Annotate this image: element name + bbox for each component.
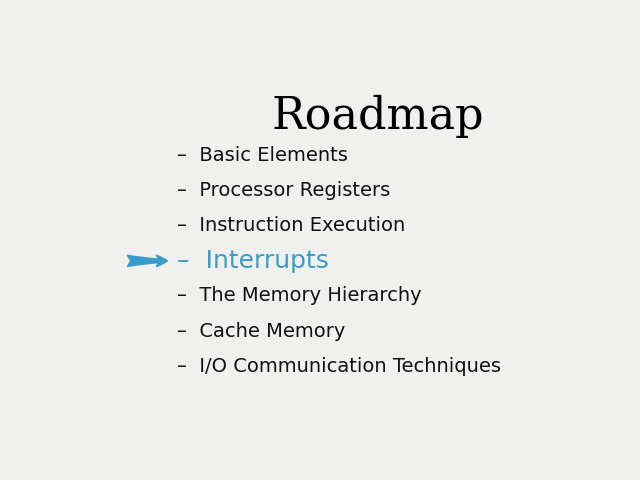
Text: –  Instruction Execution: – Instruction Execution	[177, 216, 405, 235]
Text: –  Interrupts: – Interrupts	[177, 249, 328, 273]
Text: –  Processor Registers: – Processor Registers	[177, 181, 390, 200]
Text: –  I/O Communication Techniques: – I/O Communication Techniques	[177, 357, 500, 376]
Text: –  The Memory Hierarchy: – The Memory Hierarchy	[177, 287, 421, 305]
Text: –  Basic Elements: – Basic Elements	[177, 146, 348, 165]
Text: Roadmap: Roadmap	[271, 95, 484, 138]
Text: –  Cache Memory: – Cache Memory	[177, 322, 345, 341]
